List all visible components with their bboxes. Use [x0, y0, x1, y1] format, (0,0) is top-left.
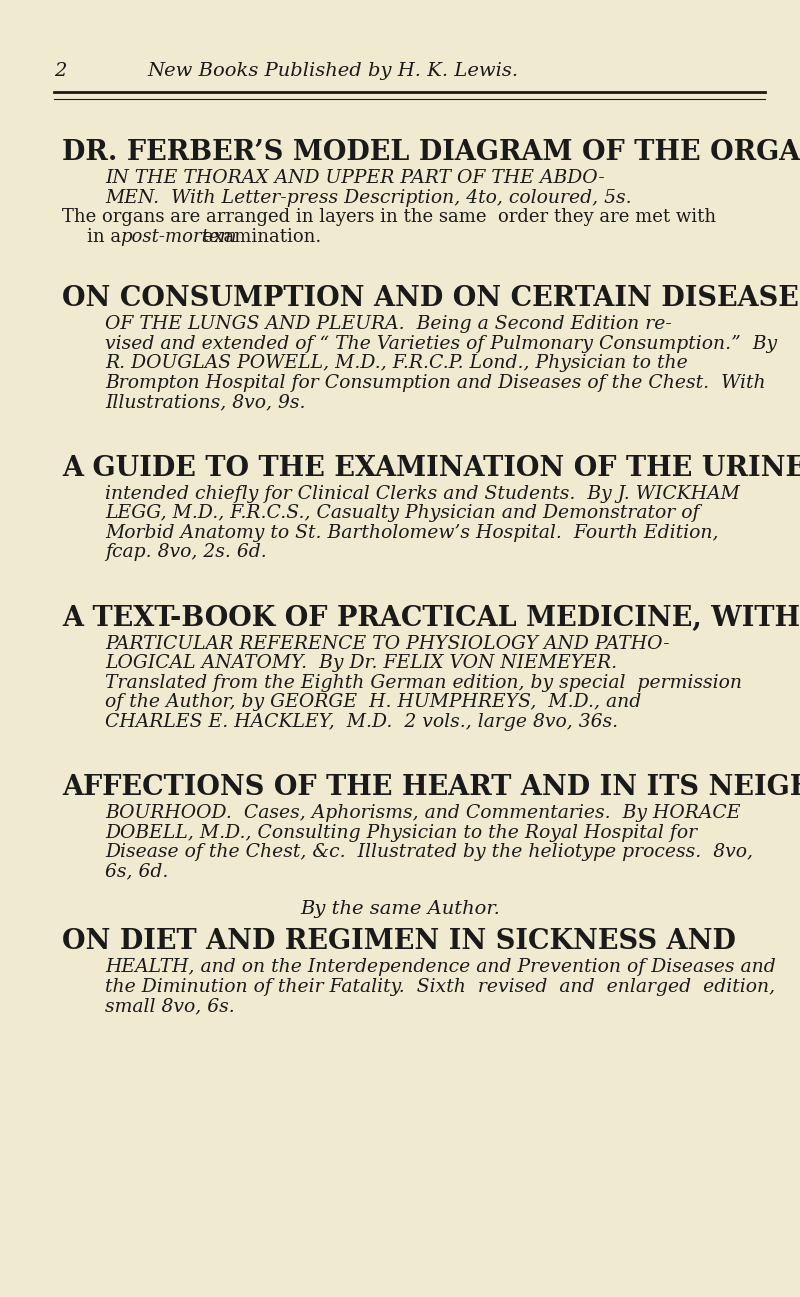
Text: AFFECTIONS OF THE HEART AND IN ITS NEIGH-: AFFECTIONS OF THE HEART AND IN ITS NEIGH…: [62, 774, 800, 802]
Text: New Books Published by H. K. Lewis.: New Books Published by H. K. Lewis.: [147, 62, 518, 80]
Text: 6s, 6d.: 6s, 6d.: [105, 863, 168, 881]
Text: A GUIDE TO THE EXAMINATION OF THE URINE;: A GUIDE TO THE EXAMINATION OF THE URINE;: [62, 454, 800, 481]
Text: MEN.  With Letter-press Description, 4to, coloured, 5s.: MEN. With Letter-press Description, 4to,…: [105, 188, 632, 206]
Text: Brompton Hospital for Consumption and Diseases of the Chest.  With: Brompton Hospital for Consumption and Di…: [105, 374, 766, 392]
Text: BOURHOOD.  Cases, Aphorisms, and Commentaries.  By HORACE: BOURHOOD. Cases, Aphorisms, and Commenta…: [105, 804, 741, 822]
Text: OF THE LUNGS AND PLEURA.  Being a Second Edition re-: OF THE LUNGS AND PLEURA. Being a Second …: [105, 315, 672, 333]
Text: R. DOUGLAS POWELL, M.D., F.R.C.P. Lond., Physician to the: R. DOUGLAS POWELL, M.D., F.R.C.P. Lond.,…: [105, 354, 688, 372]
Text: fcap. 8vo, 2s. 6d.: fcap. 8vo, 2s. 6d.: [105, 543, 266, 562]
Text: the Diminution of their Fatality.  Sixth  revised  and  enlarged  edition,: the Diminution of their Fatality. Sixth …: [105, 978, 775, 996]
Text: CHARLES E. HACKLEY,  M.D.  2 vols., large 8vo, 36s.: CHARLES E. HACKLEY, M.D. 2 vols., large …: [105, 712, 618, 730]
Text: LEGG, M.D., F.R.C.S., Casualty Physician and Demonstrator of: LEGG, M.D., F.R.C.S., Casualty Physician…: [105, 505, 699, 521]
Text: in a: in a: [87, 227, 127, 245]
Text: By the same Author.: By the same Author.: [300, 900, 500, 918]
Text: DOBELL, M.D., Consulting Physician to the Royal Hospital for: DOBELL, M.D., Consulting Physician to th…: [105, 824, 697, 842]
Text: Morbid Anatomy to St. Bartholomew’s Hospital.  Fourth Edition,: Morbid Anatomy to St. Bartholomew’s Hosp…: [105, 524, 718, 542]
Text: post-mortem: post-mortem: [120, 227, 237, 245]
Text: 2: 2: [54, 62, 66, 80]
Text: intended chiefly for Clinical Clerks and Students.  By J. WICKHAM: intended chiefly for Clinical Clerks and…: [105, 485, 740, 502]
Text: HEALTH, and on the Interdependence and Prevention of Diseases and: HEALTH, and on the Interdependence and P…: [105, 958, 776, 977]
Text: LOGICAL ANATOMY.  By Dr. FELIX VON NIEMEYER.: LOGICAL ANATOMY. By Dr. FELIX VON NIEMEY…: [105, 654, 617, 672]
Text: vised and extended of “ The Varieties of Pulmonary Consumption.”  By: vised and extended of “ The Varieties of…: [105, 335, 777, 353]
Text: The organs are arranged in layers in the same  order they are met with: The organs are arranged in layers in the…: [62, 208, 716, 226]
Text: ON DIET AND REGIMEN IN SICKNESS AND: ON DIET AND REGIMEN IN SICKNESS AND: [62, 927, 736, 955]
Text: Translated from the Eighth German edition, by special  permission: Translated from the Eighth German editio…: [105, 673, 742, 691]
Text: DR. FERBER’S MODEL DIAGRAM OF THE ORGANS: DR. FERBER’S MODEL DIAGRAM OF THE ORGANS: [62, 139, 800, 166]
Text: examination.: examination.: [197, 227, 322, 245]
Text: A TEXT-BOOK OF PRACTICAL MEDICINE, WITH: A TEXT-BOOK OF PRACTICAL MEDICINE, WITH: [62, 604, 800, 632]
Text: IN THE THORAX AND UPPER PART OF THE ABDO-: IN THE THORAX AND UPPER PART OF THE ABDO…: [105, 169, 605, 187]
Text: of the Author, by GEORGE  H. HUMPHREYS,  M.D., and: of the Author, by GEORGE H. HUMPHREYS, M…: [105, 693, 642, 711]
Text: PARTICULAR REFERENCE TO PHYSIOLOGY AND PATHO-: PARTICULAR REFERENCE TO PHYSIOLOGY AND P…: [105, 634, 670, 652]
Text: Disease of the Chest, &c.  Illustrated by the heliotype process.  8vo,: Disease of the Chest, &c. Illustrated by…: [105, 843, 753, 861]
Text: ON CONSUMPTION AND ON CERTAIN DISEASES: ON CONSUMPTION AND ON CERTAIN DISEASES: [62, 285, 800, 313]
Text: Illustrations, 8vo, 9s.: Illustrations, 8vo, 9s.: [105, 393, 306, 411]
Text: small 8vo, 6s.: small 8vo, 6s.: [105, 997, 234, 1016]
